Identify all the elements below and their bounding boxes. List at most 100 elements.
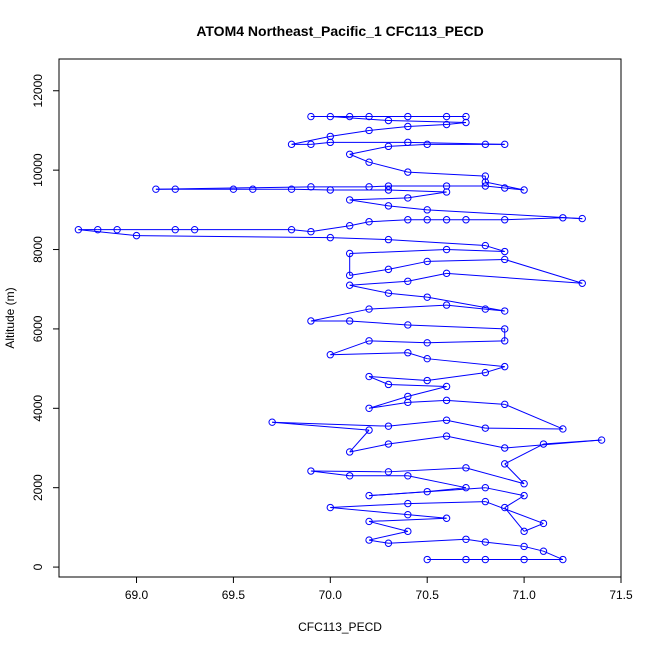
data-point <box>423 206 431 214</box>
data-point <box>326 233 335 242</box>
series-line-segment <box>485 427 563 430</box>
x-tick-label: 70.5 <box>416 588 440 602</box>
data-point <box>152 185 160 193</box>
series-line-segment <box>388 467 466 473</box>
series-line-segment <box>368 395 408 409</box>
series-line-segment <box>349 284 389 294</box>
series-line-segment <box>330 116 389 122</box>
data-point <box>365 517 373 526</box>
data-point <box>442 301 451 309</box>
data-point <box>365 491 373 500</box>
data-point <box>365 218 373 226</box>
data-point <box>501 337 509 345</box>
series-line-segment <box>504 403 564 430</box>
data-point <box>404 168 412 176</box>
data-point <box>384 235 393 244</box>
data-point <box>384 468 393 476</box>
series-line-segment <box>310 470 350 477</box>
data-point <box>171 225 179 234</box>
series-line-segment <box>369 125 408 131</box>
data-point <box>442 396 451 405</box>
data-point <box>442 120 451 129</box>
series-line-segment <box>310 470 389 473</box>
data-point <box>423 376 431 385</box>
data-point <box>501 307 509 315</box>
series-line-segment <box>504 507 525 532</box>
x-tick-label: 70.0 <box>319 588 343 602</box>
data-point <box>462 464 470 472</box>
data-point <box>520 555 528 564</box>
series-line-segment <box>78 229 137 237</box>
series-line-segment <box>446 399 505 405</box>
data-point <box>404 499 412 508</box>
data-point <box>326 351 335 359</box>
series-line-segment <box>368 401 408 409</box>
data-point <box>462 555 470 564</box>
data-point <box>404 472 412 480</box>
series-line-segment <box>388 205 428 211</box>
series-line-segment <box>369 304 447 310</box>
data-point <box>442 416 451 424</box>
series-line-segment <box>427 372 486 382</box>
data-point <box>404 527 412 536</box>
data-point <box>501 255 509 264</box>
data-point <box>365 305 373 313</box>
data-point <box>326 503 335 512</box>
data-point <box>365 337 373 345</box>
y-tick-label: 2000 <box>31 474 45 501</box>
y-axis-label: Altitude (m) <box>3 287 17 348</box>
series-line-segment <box>388 383 447 387</box>
data-point <box>481 140 490 149</box>
data-point <box>539 440 548 448</box>
data-point <box>423 140 431 149</box>
series-line-segment <box>388 538 466 544</box>
data-point <box>307 317 315 325</box>
data-point <box>559 425 567 433</box>
data-point <box>384 422 393 430</box>
series-line-segment <box>407 171 486 177</box>
data-point <box>501 184 509 192</box>
series-line-segment <box>349 145 389 155</box>
data-point <box>326 132 335 141</box>
series-line-segment <box>407 501 486 505</box>
data-point <box>365 426 373 434</box>
series-line-segment <box>388 120 466 124</box>
series-line-segment <box>446 249 505 253</box>
plot-frame <box>58 58 622 578</box>
series-line-segment <box>310 308 370 322</box>
data-point <box>423 487 431 496</box>
series-line-segment <box>407 123 447 127</box>
data-point <box>481 305 490 313</box>
series-line-segment <box>349 197 408 201</box>
data-point <box>384 539 393 547</box>
data-point <box>345 472 354 480</box>
series-line-segment <box>465 467 525 485</box>
data-point <box>74 225 83 234</box>
series-line-segment <box>407 324 505 330</box>
series-line-segment <box>388 189 447 193</box>
data-point <box>287 185 296 193</box>
data-point <box>520 186 528 194</box>
data-point <box>345 448 354 456</box>
series-line-segment <box>330 503 408 509</box>
data-point <box>442 514 451 522</box>
data-point <box>287 140 296 149</box>
data-point <box>132 231 141 240</box>
data-point <box>442 182 451 190</box>
series-line-segment <box>349 429 370 453</box>
series-line-segment <box>349 249 447 254</box>
series-line-segment <box>504 217 563 221</box>
data-point <box>404 194 412 202</box>
data-point <box>442 432 451 440</box>
data-point <box>539 547 548 555</box>
data-point <box>501 460 509 468</box>
series-line-segment <box>368 520 408 532</box>
series-line-segment <box>310 225 350 233</box>
data-point <box>384 265 393 274</box>
data-point <box>481 182 490 190</box>
series-line-segment <box>369 376 428 382</box>
data-point <box>520 542 528 551</box>
data-point <box>481 368 490 377</box>
series-line-segment <box>407 272 447 282</box>
series-line-segment <box>291 135 331 145</box>
